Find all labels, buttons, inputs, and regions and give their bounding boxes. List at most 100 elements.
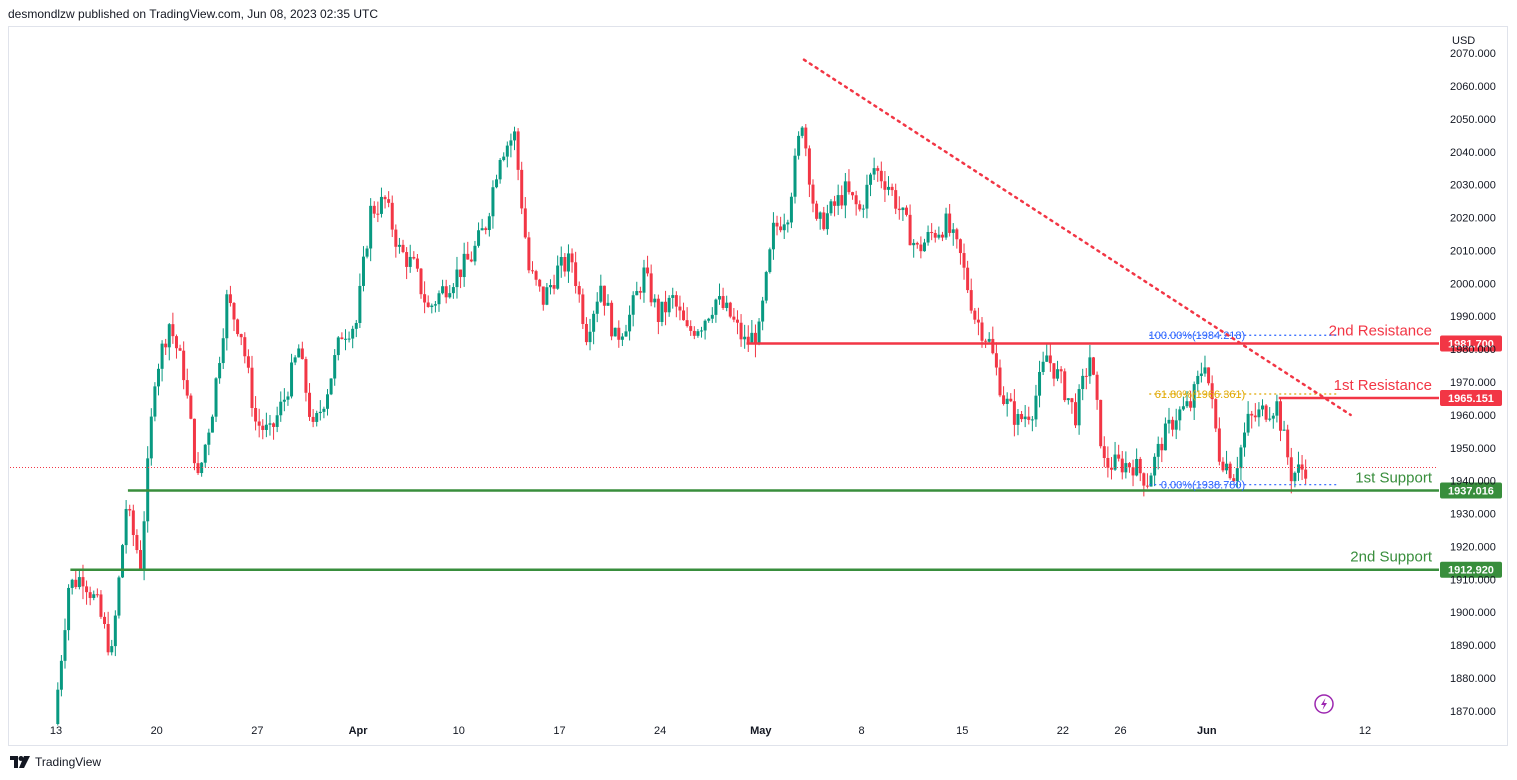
candle bbox=[405, 247, 409, 280]
candle bbox=[753, 324, 757, 358]
candle bbox=[516, 128, 520, 181]
candle bbox=[840, 185, 844, 210]
candle bbox=[1275, 394, 1279, 423]
candle-body bbox=[516, 131, 520, 170]
candle-body bbox=[894, 190, 898, 209]
candle bbox=[275, 406, 279, 433]
candle bbox=[581, 288, 585, 329]
candle bbox=[1228, 461, 1232, 480]
candle bbox=[851, 191, 855, 200]
candle-body bbox=[620, 336, 624, 340]
price-tick-label: 1920.000 bbox=[1450, 541, 1496, 553]
candle bbox=[167, 322, 171, 361]
candle bbox=[232, 302, 236, 332]
price-tick-label: 2010.000 bbox=[1450, 245, 1496, 257]
candle-body bbox=[1088, 357, 1092, 377]
candle-body bbox=[128, 508, 132, 511]
price-tag-bg bbox=[1440, 482, 1502, 499]
candle bbox=[1005, 392, 1009, 417]
candle-body bbox=[81, 577, 85, 587]
candle-body bbox=[1099, 399, 1103, 447]
candle-body bbox=[387, 199, 391, 203]
candle-body bbox=[142, 521, 146, 569]
candle-body bbox=[1020, 414, 1024, 420]
candle-body bbox=[1142, 473, 1146, 486]
candle bbox=[707, 317, 711, 323]
candle-body bbox=[628, 314, 632, 332]
candle bbox=[182, 341, 186, 390]
candle bbox=[246, 349, 250, 374]
candle-body bbox=[861, 208, 865, 210]
candle bbox=[563, 253, 567, 277]
candle bbox=[527, 231, 531, 274]
candle-body bbox=[1275, 401, 1279, 416]
candle-body bbox=[268, 423, 272, 425]
candle bbox=[595, 292, 599, 323]
candle-body bbox=[811, 184, 815, 204]
candle-body bbox=[513, 131, 517, 141]
candle bbox=[390, 195, 394, 238]
candle-body bbox=[167, 324, 171, 348]
candle bbox=[829, 199, 833, 216]
tradingview-logo-icon[interactable] bbox=[10, 756, 30, 768]
candle bbox=[358, 273, 362, 329]
candle-body bbox=[121, 545, 125, 578]
candle-body bbox=[336, 337, 340, 356]
time-tick-label: 22 bbox=[1057, 725, 1069, 737]
candle-body bbox=[1203, 367, 1207, 374]
candle bbox=[408, 244, 412, 273]
lightning-icon[interactable] bbox=[1314, 694, 1334, 714]
candle-body bbox=[789, 196, 793, 223]
candle-body bbox=[214, 378, 218, 417]
candle-body bbox=[311, 416, 315, 422]
candle bbox=[261, 419, 265, 440]
candle bbox=[876, 165, 880, 182]
candle-body bbox=[1048, 355, 1052, 364]
candle bbox=[861, 204, 865, 218]
candle-body bbox=[951, 229, 955, 233]
candle bbox=[56, 682, 60, 726]
candle-body bbox=[210, 416, 214, 433]
candle-body bbox=[1070, 398, 1074, 403]
candle-body bbox=[1012, 401, 1016, 425]
candle bbox=[1095, 371, 1099, 410]
candle-body bbox=[1056, 369, 1060, 379]
candle bbox=[969, 278, 973, 314]
candle-body bbox=[775, 222, 779, 227]
candle-body bbox=[933, 233, 937, 238]
candle bbox=[336, 336, 340, 361]
candle bbox=[1214, 398, 1218, 433]
candle bbox=[915, 241, 919, 249]
price-tick-label: 2000.000 bbox=[1450, 278, 1496, 290]
candle-body bbox=[1185, 401, 1189, 407]
price-tick-label: 1950.000 bbox=[1450, 443, 1496, 455]
candle-body bbox=[372, 205, 376, 214]
candle bbox=[671, 287, 675, 309]
candle-body bbox=[228, 294, 232, 304]
candle bbox=[825, 204, 829, 235]
candle bbox=[973, 308, 977, 325]
candle-body bbox=[1199, 373, 1203, 376]
candle-body bbox=[379, 196, 383, 214]
candle-body bbox=[88, 592, 92, 598]
candle bbox=[656, 294, 660, 335]
candle bbox=[1056, 360, 1060, 382]
candle bbox=[106, 611, 110, 656]
candle bbox=[196, 452, 200, 475]
candle-body bbox=[495, 179, 499, 188]
candle-body bbox=[530, 270, 534, 272]
candle bbox=[635, 281, 639, 296]
candle-body bbox=[710, 314, 714, 319]
candle bbox=[1239, 444, 1243, 481]
trendline bbox=[802, 58, 1352, 417]
time-tick-label: 26 bbox=[1114, 725, 1126, 737]
candle-body bbox=[1271, 415, 1275, 419]
candle-body bbox=[854, 195, 858, 205]
candle bbox=[912, 239, 916, 258]
candle-body bbox=[505, 145, 509, 157]
candle-body bbox=[1293, 472, 1297, 482]
candle bbox=[739, 314, 743, 347]
candle bbox=[1243, 422, 1247, 457]
candle-body bbox=[592, 313, 596, 332]
